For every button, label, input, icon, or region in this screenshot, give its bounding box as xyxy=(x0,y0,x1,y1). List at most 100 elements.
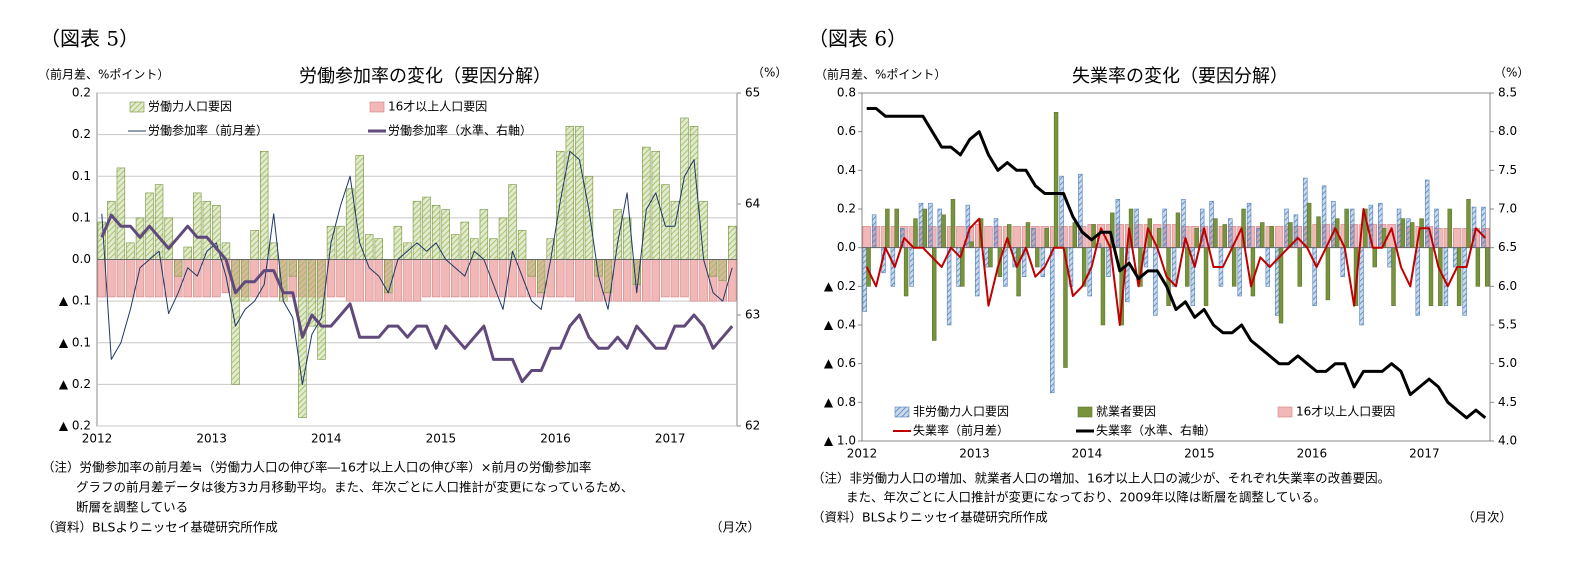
bar xyxy=(680,259,689,298)
bar xyxy=(1485,247,1490,287)
y-tick-label: ▲ 0.8 xyxy=(824,395,856,409)
x-unit: （月次） xyxy=(1462,510,1512,525)
bar xyxy=(1274,226,1284,248)
bar xyxy=(1171,247,1177,287)
bar xyxy=(909,247,914,287)
bar xyxy=(993,218,999,248)
y-tick-label: ▲ 0.4 xyxy=(824,318,856,332)
x-tick-label: 2012 xyxy=(847,447,878,461)
y-tick-label: ▲ 0.1 xyxy=(59,335,91,349)
x-tick-label: 2015 xyxy=(426,432,457,446)
y-tick-label: ▲ 0.6 xyxy=(824,356,856,370)
bar xyxy=(412,259,422,302)
bar xyxy=(613,259,622,302)
bar xyxy=(565,259,575,298)
bar xyxy=(975,247,980,297)
bar xyxy=(1078,173,1083,248)
bar xyxy=(1031,228,1036,248)
bar xyxy=(728,225,737,260)
bar xyxy=(365,259,374,302)
bar xyxy=(441,209,450,260)
x-tick-label: 2013 xyxy=(959,447,990,461)
legend-label: 労働力人口要因 xyxy=(148,100,232,114)
bar xyxy=(1185,247,1190,287)
y2-tick-label: 64 xyxy=(745,197,760,211)
bar xyxy=(164,217,173,260)
y2-tick-label: 8.0 xyxy=(1498,124,1517,138)
legend-label: 労働参加率（前月差） xyxy=(148,123,268,138)
bar xyxy=(661,259,670,298)
plot-area xyxy=(861,92,1491,442)
bar xyxy=(365,234,374,260)
bar xyxy=(393,225,403,260)
bar xyxy=(984,247,989,268)
bar xyxy=(460,259,469,298)
bar xyxy=(422,259,431,298)
y2-tick-label: 6.0 xyxy=(1498,279,1517,293)
bar xyxy=(1349,208,1355,248)
y-tick-label: ▲ 0.1 xyxy=(59,294,91,308)
bar xyxy=(1303,177,1308,248)
bar xyxy=(460,221,469,260)
line xyxy=(865,208,1487,326)
bar xyxy=(498,217,508,260)
bar xyxy=(556,150,565,260)
bar xyxy=(1456,247,1462,306)
bar xyxy=(1053,112,1059,248)
bar xyxy=(336,259,345,298)
bar xyxy=(941,214,946,248)
bar xyxy=(622,259,632,302)
bar xyxy=(1424,179,1430,248)
x-tick-label: 2014 xyxy=(1072,447,1103,461)
line xyxy=(866,107,1487,420)
bar xyxy=(661,184,670,260)
bar xyxy=(193,259,202,298)
bar xyxy=(441,259,450,298)
y-tick-label: ▲ 0.2 xyxy=(59,377,91,391)
legend-label: 就業者要因 xyxy=(1096,405,1156,419)
bar xyxy=(575,259,584,302)
bar xyxy=(928,202,933,248)
panel-label: （図表 6） xyxy=(808,27,907,51)
legend-label: 16才以上人口要因 xyxy=(388,100,487,114)
bar xyxy=(154,184,164,260)
bar xyxy=(173,259,183,277)
y-tick-label: 0.6 xyxy=(837,124,856,138)
bar xyxy=(422,196,431,260)
bar xyxy=(1156,228,1162,248)
bar xyxy=(1072,222,1078,248)
y2-unit: （%） xyxy=(752,66,787,80)
bar xyxy=(1228,218,1233,248)
bar xyxy=(1040,247,1046,277)
chart-title: 労働参加率の変化（要因分解） xyxy=(299,66,551,87)
bar xyxy=(1306,202,1312,248)
bar xyxy=(517,259,527,298)
line xyxy=(100,213,734,384)
y2-tick-label: 62 xyxy=(745,419,760,433)
legend-label: 16才以上人口要因 xyxy=(1296,405,1395,419)
bar xyxy=(1016,247,1021,297)
bar xyxy=(937,208,942,248)
bar xyxy=(1297,247,1302,287)
bar xyxy=(1246,202,1252,248)
bar xyxy=(699,259,708,302)
bar xyxy=(1222,224,1228,248)
bar xyxy=(1312,247,1317,306)
bar xyxy=(1050,247,1055,393)
bar xyxy=(546,259,555,298)
bar xyxy=(1466,199,1471,248)
bar xyxy=(116,259,126,298)
bar xyxy=(689,259,699,302)
y-tick-label: 0.1 xyxy=(72,210,91,224)
bar xyxy=(536,259,546,294)
bar xyxy=(651,150,661,260)
y-unit: （前月差、%ポイント） xyxy=(815,67,946,82)
y2-tick-label: 4.5 xyxy=(1498,395,1517,409)
y-tick-label: ▲ 0.2 xyxy=(824,279,856,293)
bar xyxy=(1344,208,1349,248)
y2-tick-label: 7.5 xyxy=(1498,163,1517,177)
note: 断層を調整している xyxy=(76,500,188,515)
bar xyxy=(1340,247,1346,277)
bar xyxy=(259,150,269,260)
